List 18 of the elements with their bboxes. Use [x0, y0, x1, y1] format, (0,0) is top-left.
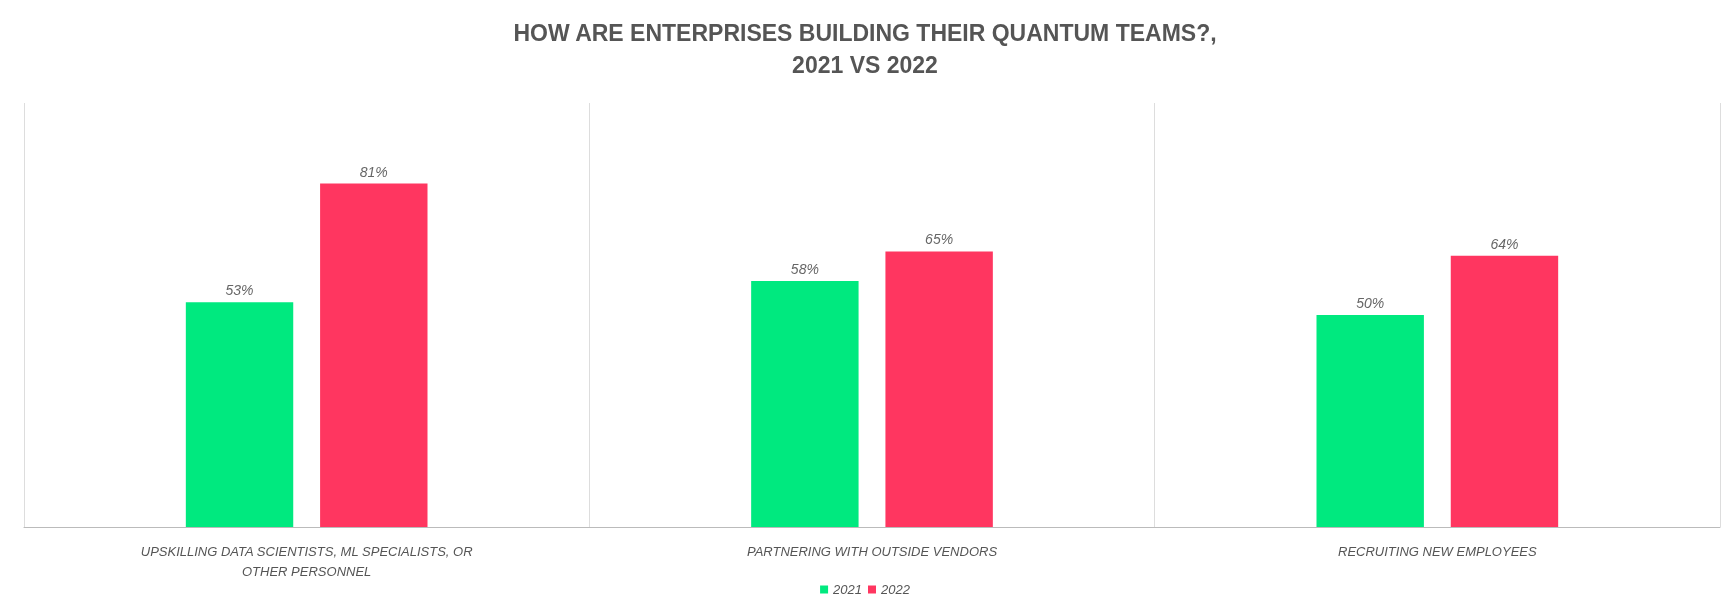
x-tick-label: PARTNERING WITH OUTSIDE VENDORS — [746, 543, 998, 559]
data-label: 81% — [359, 163, 388, 180]
bar — [751, 281, 859, 527]
x-tick-label: UPSKILLING DATA SCIENTISTS, ML SPECIALISTS, OR OTHER PERSONNEL — [140, 543, 473, 579]
legend-label: 2022 — [880, 582, 911, 597]
data-label: 50% — [1356, 295, 1385, 311]
chart-title: HOW ARE ENTERPRISES BUILDING THEIR QUANTUM TEAMS?, 2021 VS 2022 — [513, 20, 1217, 78]
bar — [885, 251, 993, 527]
bar — [1450, 255, 1559, 527]
legend-label: 2021 — [832, 582, 862, 597]
data-label: 65% — [925, 231, 954, 248]
data-label: 53% — [225, 282, 254, 299]
x-tick-label: RECRUITING NEW EMPLOYEES — [1338, 543, 1537, 559]
bar — [185, 302, 294, 527]
bar — [320, 183, 428, 527]
bar — [1316, 315, 1424, 527]
data-label: 58% — [790, 261, 819, 278]
data-label: 64% — [1490, 235, 1519, 252]
